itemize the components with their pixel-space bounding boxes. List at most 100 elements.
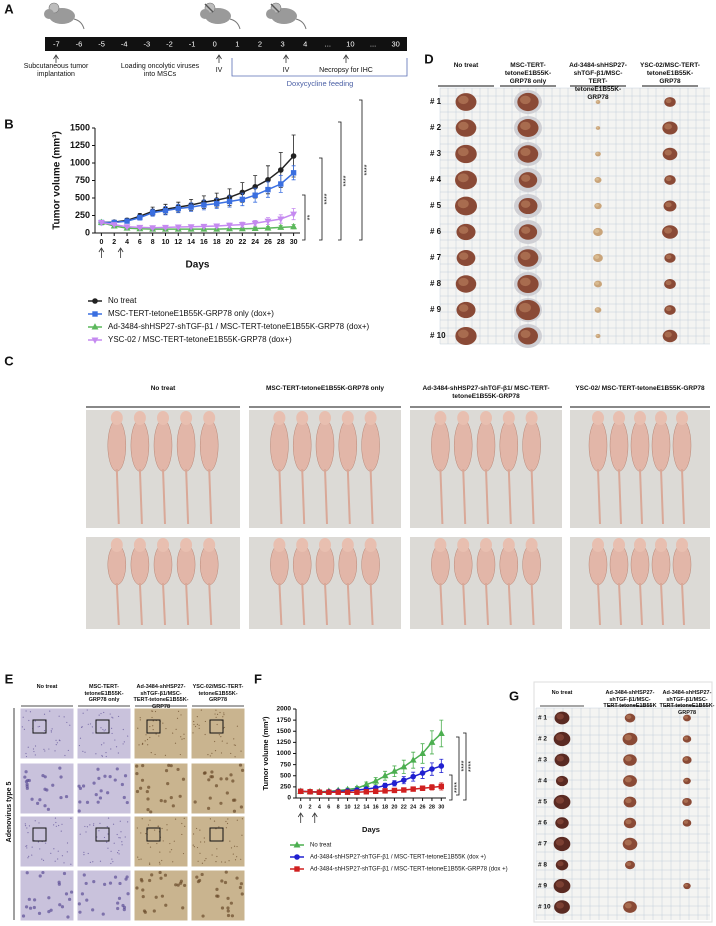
data-point xyxy=(438,783,445,790)
cell-nucleus xyxy=(25,784,29,788)
cell-nucleus xyxy=(226,896,230,900)
tumor-highlight xyxy=(520,277,531,287)
row-label: # 1 xyxy=(538,715,547,722)
cell-nucleus xyxy=(22,716,24,718)
cell-nucleus xyxy=(234,859,237,861)
mouse-tail xyxy=(324,582,328,626)
tumor-highlight xyxy=(519,302,531,313)
cell-nucleus xyxy=(209,775,213,779)
legend-marker xyxy=(91,337,99,344)
mouse-tail xyxy=(162,582,166,626)
cell-nucleus xyxy=(183,817,185,819)
tumor-highlight xyxy=(683,799,689,803)
data-point xyxy=(214,200,220,207)
cell-nucleus xyxy=(173,840,175,842)
cell-nucleus xyxy=(59,775,63,779)
cell-nucleus xyxy=(163,873,168,877)
cell-nucleus xyxy=(216,855,218,858)
cell-nucleus xyxy=(229,840,231,842)
mouse-head xyxy=(480,538,492,552)
cell-nucleus xyxy=(146,738,149,741)
timeline-day: -6 xyxy=(76,39,83,48)
tumor-highlight xyxy=(519,95,531,105)
cell-nucleus xyxy=(178,794,182,798)
cell-nucleus xyxy=(219,777,223,781)
cell-nucleus xyxy=(30,797,34,801)
cell-nucleus xyxy=(43,730,46,732)
significance-label: **** xyxy=(324,193,331,204)
data-point xyxy=(201,202,207,208)
cell-nucleus xyxy=(58,824,60,827)
data-point xyxy=(226,222,233,230)
cell-nucleus xyxy=(82,712,84,714)
tumor-highlight xyxy=(557,777,564,783)
arrow-head xyxy=(98,247,105,253)
mouse-tail xyxy=(660,582,664,626)
cell-nucleus xyxy=(38,822,40,824)
cell-nucleus xyxy=(99,860,102,862)
mouse-body xyxy=(672,419,692,472)
cell-nucleus xyxy=(118,849,120,852)
timeline-day: 4 xyxy=(303,39,307,48)
data-point xyxy=(354,789,360,795)
column-header: Ad-3484-shHSP27-shTGF-β1/MSC-TERT-tetone… xyxy=(659,690,715,716)
histology-tile xyxy=(19,707,75,760)
mouse-head xyxy=(110,411,123,425)
significance-label: **** xyxy=(454,782,461,793)
cell-nucleus xyxy=(98,830,100,832)
cell-nucleus xyxy=(31,854,33,856)
cell-nucleus xyxy=(240,768,245,772)
cell-nucleus xyxy=(116,906,120,911)
cell-nucleus xyxy=(197,860,199,862)
tumor-highlight xyxy=(665,254,672,260)
cell-nucleus xyxy=(122,795,126,800)
cell-nucleus xyxy=(49,908,53,912)
cell-nucleus xyxy=(193,723,195,726)
cell-nucleus xyxy=(233,738,235,740)
tumor-highlight xyxy=(556,755,564,762)
cell-nucleus xyxy=(27,746,29,748)
mouse-body xyxy=(431,419,450,472)
column-header: Ad-3484-shHSP27-shTGF-β1/ MSC-TERT-teton… xyxy=(422,385,550,400)
cell-nucleus xyxy=(115,767,119,771)
data-point xyxy=(290,211,298,218)
data-point xyxy=(401,787,407,793)
cell-nucleus xyxy=(224,870,228,874)
column-header: MSC-TERT-tetoneE1B55K-GRP78 only xyxy=(265,385,385,392)
cell-nucleus xyxy=(219,711,221,714)
row-label: # 10 xyxy=(538,904,551,911)
mouse-tail xyxy=(597,582,601,626)
arrow-head xyxy=(216,54,222,60)
cell-nucleus xyxy=(223,714,225,716)
data-point xyxy=(136,224,144,232)
column-header: No treat xyxy=(36,684,58,690)
cell-nucleus xyxy=(209,818,212,820)
mouse-tail xyxy=(660,468,664,525)
cell-nucleus xyxy=(49,710,51,712)
tumor-highlight xyxy=(458,252,469,260)
timeline-day: 1 xyxy=(235,39,239,48)
mouse-body xyxy=(107,419,127,472)
cell-nucleus xyxy=(159,876,163,880)
cell-nucleus xyxy=(103,882,107,886)
x-tick-label: 10 xyxy=(345,804,351,810)
cell-nucleus xyxy=(195,875,199,879)
timeline-day: ... xyxy=(370,39,376,48)
mouse-head xyxy=(676,538,688,552)
histology-tile xyxy=(76,869,132,922)
mouse-tail xyxy=(301,468,306,525)
data-point xyxy=(200,223,208,231)
cell-nucleus xyxy=(114,739,116,741)
mouse-head xyxy=(319,411,331,425)
mouse-tail xyxy=(115,468,120,525)
mouse-tail xyxy=(485,582,489,626)
cell-nucleus xyxy=(29,711,32,713)
cell-nucleus xyxy=(25,845,27,847)
cell-nucleus xyxy=(183,733,185,735)
tumor-highlight xyxy=(458,329,469,339)
panel-label: E xyxy=(5,671,14,686)
mouse-body xyxy=(338,419,358,472)
mouse-tail xyxy=(639,468,643,525)
mouse-head xyxy=(364,538,377,552)
mouse-head xyxy=(133,538,146,552)
